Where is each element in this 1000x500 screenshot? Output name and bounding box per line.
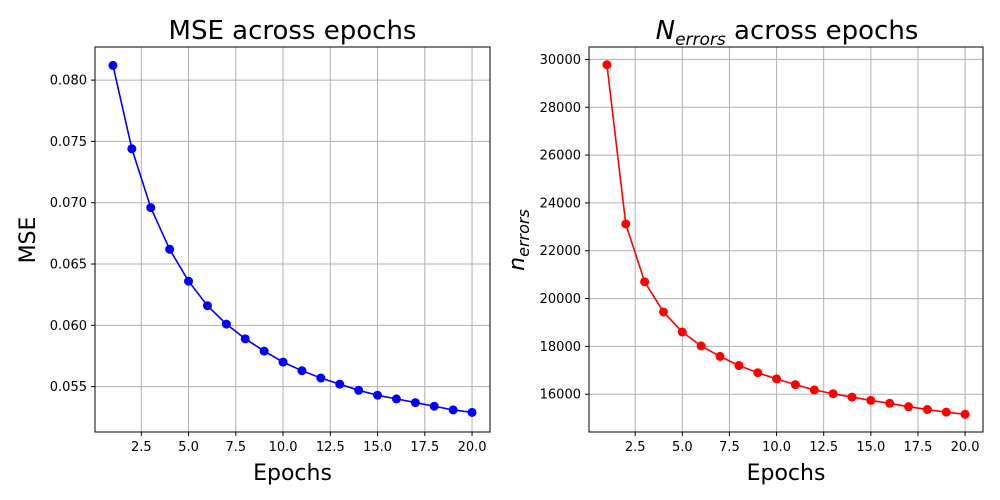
mse-data-point: [410, 398, 420, 408]
mse-x-tick-label: 20.0: [458, 440, 487, 455]
mse-data-point: [259, 346, 269, 356]
mse-y-tick-label: 0.080: [50, 74, 87, 89]
nerrors-y-tick-label: 28000: [540, 101, 581, 116]
mse-y-tick-label: 0.070: [50, 196, 87, 211]
nerrors-data-point: [677, 327, 687, 337]
nerrors-data-point: [847, 392, 857, 402]
mse-x-tick-label: 17.5: [410, 440, 439, 455]
nerrors-x-tick-label: 17.5: [903, 440, 932, 455]
mse-series: [108, 60, 477, 417]
mse-x-tick-label: 5.0: [178, 440, 199, 455]
mse-data-point: [202, 301, 212, 311]
nerrors-y-tick-label: 20000: [540, 292, 581, 307]
mse-data-point: [448, 405, 458, 415]
mse-x-tick-label: 15.0: [363, 440, 392, 455]
nerrors-data-point: [960, 409, 970, 419]
nerrors-data-point: [828, 389, 838, 399]
mse-x-axis-label: Epochs: [253, 461, 332, 486]
nerrors-y-tick-label: 30000: [540, 53, 581, 68]
nerrors-data-point: [658, 307, 668, 317]
mse-data-point: [391, 394, 401, 404]
mse-y-tick-label: 0.055: [50, 380, 87, 395]
mse-y-tick-label: 0.065: [50, 258, 87, 273]
nerrors-y-tick-label: 24000: [540, 196, 581, 211]
mse-x-tick-label: 10.0: [269, 440, 298, 455]
mse-data-point: [335, 379, 345, 389]
nerrors-y-tick-label: 26000: [540, 149, 581, 164]
mse-data-point: [221, 319, 231, 329]
nerrors-data-point: [922, 405, 932, 415]
nerrors-x-tick-label: 15.0: [856, 440, 885, 455]
mse-data-point: [297, 366, 307, 376]
nerrors-ylabel-main: n: [505, 257, 530, 271]
nerrors-y-tick-label: 18000: [540, 340, 581, 355]
nerrors-y-tick-label: 16000: [540, 388, 581, 403]
nerrors-series: [602, 60, 970, 419]
nerrors-data-point: [866, 395, 876, 405]
mse-plot-frame: [94, 46, 491, 433]
mse-data-point: [354, 385, 364, 395]
mse-x-tick-label: 2.5: [131, 440, 152, 455]
nerrors-data-point: [941, 407, 951, 417]
nerrors-ylabel-sub: errors: [514, 209, 533, 257]
mse-data-point: [127, 144, 137, 154]
nerrors-data-point: [885, 398, 895, 408]
mse-y-tick-label: 0.060: [50, 319, 87, 334]
nerrors-x-tick-label: 10.0: [762, 440, 791, 455]
mse-y-tick-label: 0.075: [50, 135, 87, 150]
mse-data-point: [373, 390, 383, 400]
nerrors-data-point: [696, 341, 706, 351]
nerrors-ticks: 2.5 5.0 7.5 10.0 12.5 15.0 17.5 20.0 16000 18000 2…: [540, 53, 980, 455]
nerrors-y-axis-label: nerrors: [505, 209, 533, 271]
nerrors-plot-frame: [588, 46, 984, 433]
mse-y-axis-label: MSE: [16, 217, 41, 264]
nerrors-title-sub: errors: [675, 30, 726, 50]
mse-data-point: [429, 401, 439, 411]
mse-ticks: 2.5 5.0 7.5 10.0 12.5 15.0 17.5 20.0 0.055 0.060 0…: [50, 74, 487, 455]
subplot-mse: 2.5 5.0 7.5 10.0 12.5 15.0 17.5 20.0 0.055 0.060 0…: [16, 16, 491, 486]
nerrors-data-point: [809, 385, 819, 395]
mse-chart-title: MSE across epochs: [169, 16, 417, 46]
mse-data-point: [278, 357, 288, 367]
nerrors-data-point: [753, 368, 763, 378]
nerrors-title-main: N: [656, 16, 675, 46]
mse-x-tick-label: 12.5: [316, 440, 345, 455]
subplot-nerrors: 2.5 5.0 7.5 10.0 12.5 15.0 17.5 20.0 16000 18000 2…: [505, 16, 984, 486]
nerrors-data-point: [602, 60, 612, 70]
mse-data-point: [240, 334, 250, 344]
nerrors-x-tick-label: 12.5: [809, 440, 838, 455]
nerrors-series-line: [606, 64, 966, 416]
mse-data-point: [467, 407, 477, 417]
nerrors-chart-title: Nerrors across epochs: [656, 16, 919, 50]
nerrors-x-tick-label: 2.5: [625, 440, 646, 455]
nerrors-data-point: [640, 277, 650, 287]
mse-data-point: [184, 276, 194, 286]
nerrors-data-point: [904, 402, 914, 412]
mse-data-point: [165, 244, 175, 254]
nerrors-x-tick-label: 7.5: [719, 440, 740, 455]
nerrors-x-tick-label: 20.0: [951, 440, 980, 455]
nerrors-data-point: [715, 351, 725, 361]
nerrors-grid: [589, 47, 983, 432]
mse-grid: [95, 47, 490, 432]
nerrors-x-axis-label: Epochs: [747, 461, 826, 486]
nerrors-title-rest: across epochs: [726, 16, 919, 46]
nerrors-data-point: [734, 361, 744, 371]
mse-x-tick-label: 7.5: [225, 440, 246, 455]
nerrors-data-point: [790, 380, 800, 390]
mse-series-line: [112, 65, 473, 414]
nerrors-data-point: [621, 219, 631, 229]
nerrors-y-tick-label: 22000: [540, 244, 581, 259]
mse-data-point: [316, 373, 326, 383]
mse-data-point: [108, 60, 118, 70]
nerrors-x-tick-label: 5.0: [672, 440, 693, 455]
nerrors-data-point: [772, 374, 782, 384]
mse-data-point: [146, 203, 156, 213]
